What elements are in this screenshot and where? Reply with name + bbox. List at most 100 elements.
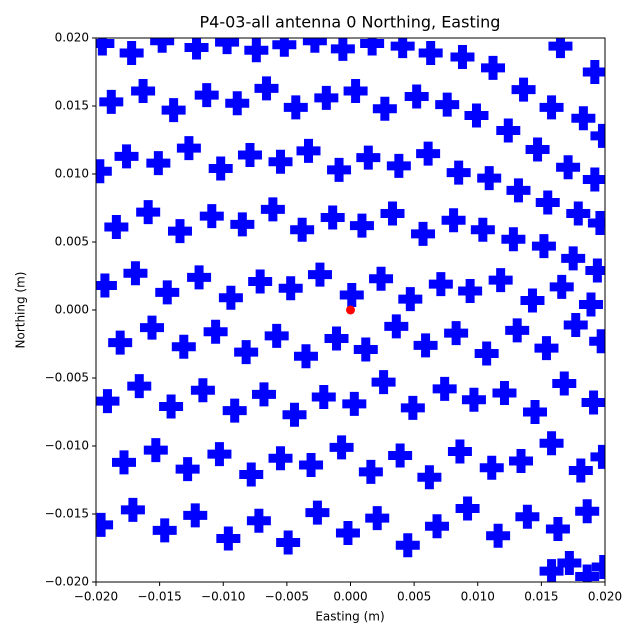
point <box>282 402 307 427</box>
point <box>365 506 390 531</box>
point <box>123 261 148 286</box>
point <box>589 329 605 354</box>
point <box>372 96 397 121</box>
point <box>244 38 269 63</box>
point <box>492 380 517 405</box>
point <box>450 45 475 70</box>
point <box>515 504 540 529</box>
point <box>552 371 577 396</box>
point <box>119 40 144 65</box>
point <box>234 340 259 365</box>
point <box>311 385 336 410</box>
point <box>575 564 600 582</box>
point <box>155 280 180 305</box>
point <box>509 448 534 473</box>
point <box>384 314 409 339</box>
point <box>571 106 596 131</box>
point <box>320 205 345 230</box>
point <box>358 459 383 484</box>
point <box>353 337 378 362</box>
point <box>131 79 156 104</box>
point <box>416 141 441 166</box>
point <box>314 85 339 110</box>
point <box>114 144 139 169</box>
point <box>496 118 521 143</box>
point <box>305 500 330 525</box>
point <box>268 446 293 471</box>
point <box>203 319 228 344</box>
point <box>360 38 385 56</box>
x-tick-label: −0.010 <box>201 590 245 604</box>
point <box>395 533 420 558</box>
point <box>276 530 301 555</box>
point <box>432 376 457 401</box>
point <box>582 60 605 84</box>
point <box>520 288 545 313</box>
point <box>591 555 605 580</box>
point <box>208 156 233 181</box>
point <box>299 453 324 478</box>
point <box>444 321 469 346</box>
y-tick-label: 0.015 <box>55 99 89 113</box>
x-tick-label: −0.005 <box>265 590 309 604</box>
point <box>386 153 411 178</box>
point <box>557 550 582 575</box>
point <box>329 435 354 460</box>
point <box>146 151 171 176</box>
x-tick-label: 0.015 <box>524 590 558 604</box>
point <box>563 312 588 337</box>
point <box>535 190 560 215</box>
point <box>96 38 115 56</box>
x-tick-label: 0.000 <box>333 590 367 604</box>
y-tick-label: −0.020 <box>45 575 89 589</box>
point <box>349 213 374 238</box>
y-tick-label: 0.005 <box>55 235 89 249</box>
point <box>111 450 136 475</box>
point <box>260 197 285 222</box>
point <box>143 438 168 463</box>
y-tick-label: −0.010 <box>45 439 89 453</box>
point <box>104 215 129 240</box>
point <box>176 136 201 161</box>
point <box>447 439 472 464</box>
point <box>506 178 531 203</box>
point <box>248 269 273 294</box>
point <box>96 159 112 184</box>
point <box>230 212 255 237</box>
point <box>190 378 215 403</box>
x-tick-label: 0.020 <box>588 590 622 604</box>
point <box>108 330 133 355</box>
point <box>268 149 293 174</box>
point <box>218 285 243 310</box>
point <box>237 142 262 167</box>
point <box>339 283 364 308</box>
point <box>561 246 586 271</box>
point <box>435 92 460 117</box>
point <box>127 374 152 399</box>
point <box>307 262 332 287</box>
y-tick-label: 0.010 <box>55 167 89 181</box>
point <box>290 217 315 242</box>
point <box>278 276 303 301</box>
point <box>545 516 570 541</box>
point <box>581 390 605 415</box>
point <box>531 234 556 259</box>
point <box>418 40 443 65</box>
point <box>330 38 355 61</box>
point <box>455 496 480 521</box>
x-tick-label: −0.020 <box>74 590 118 604</box>
point <box>167 219 192 244</box>
plot-area <box>96 38 605 582</box>
point <box>246 508 271 533</box>
point <box>371 370 396 395</box>
point <box>183 503 208 528</box>
y-tick-label: −0.015 <box>45 507 89 521</box>
point <box>417 465 442 490</box>
point <box>539 559 564 582</box>
point <box>590 123 605 148</box>
point <box>525 137 550 162</box>
point <box>568 458 593 483</box>
point <box>441 208 466 233</box>
point <box>99 89 124 114</box>
